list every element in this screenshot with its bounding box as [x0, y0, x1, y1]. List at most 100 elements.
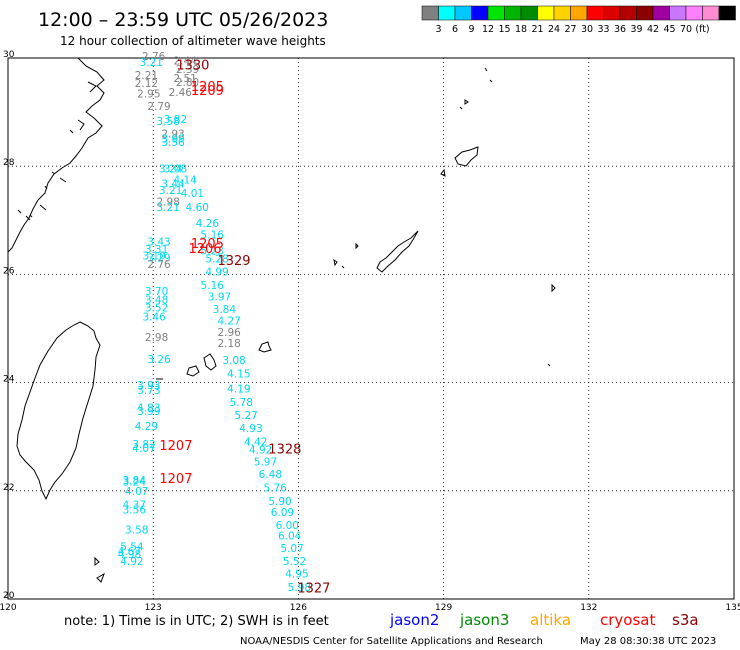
- wave-height-label: 5.54: [120, 541, 144, 553]
- legend-swatch: [487, 5, 505, 21]
- wave-height-label: 3.48: [145, 295, 168, 307]
- legend-swatch: [504, 5, 522, 21]
- wave-height-label: 2.76: [147, 259, 171, 271]
- wave-height-label: 4.01: [181, 188, 204, 200]
- legend-label: 24: [548, 24, 560, 35]
- wave-height-label: 4.37: [123, 500, 146, 512]
- wave-height-label: 2.12: [135, 78, 158, 90]
- longitude-tick-label: 123: [145, 603, 162, 613]
- legend-swatch: [570, 5, 588, 21]
- legend-swatch: [553, 5, 571, 21]
- legend-swatch: [702, 5, 720, 21]
- satellite-s3a-label: s3a: [672, 611, 699, 629]
- wave-height-label: 3.58: [157, 116, 180, 128]
- iriomote-coast: [186, 365, 200, 377]
- footer-credit: NOAA/NESDIS Center for Satellite Applica…: [240, 636, 543, 647]
- wave-height-label: 2.96: [217, 327, 241, 339]
- wave-height-label: 4.67: [118, 546, 141, 558]
- legend-swatch: [652, 5, 670, 21]
- legend-label: 21: [531, 24, 543, 35]
- china-coast: [7, 57, 105, 253]
- longitude-tick-label: 120: [0, 603, 17, 613]
- wave-height-label: 3.26: [147, 354, 171, 366]
- legend-swatch: [619, 5, 637, 21]
- legend-label: 18: [515, 24, 527, 35]
- legend-swatch: [685, 5, 703, 21]
- wave-height-label: 3.43: [147, 237, 170, 249]
- legend-label: 42: [647, 24, 659, 35]
- wave-height-label: 6.48: [259, 469, 282, 481]
- longitude-tick-label: 132: [580, 603, 597, 613]
- pass-time-label: 1329: [217, 254, 250, 269]
- wave-height-label: 3.24: [123, 476, 147, 488]
- china-coast-detail: [25, 81, 97, 221]
- wave-height-label: 3.84: [123, 475, 147, 487]
- wave-height-label: 3.10: [142, 250, 165, 262]
- wave-height-label: 4.07: [132, 443, 155, 455]
- miyako-coast: [258, 341, 272, 353]
- wave-height-label: 3.56: [161, 137, 185, 149]
- latitude-tick-label: 20: [3, 591, 15, 601]
- legend-swatch: [454, 5, 472, 21]
- wave-height-label: 6.09: [271, 507, 294, 519]
- pass-time-label: 1328: [268, 442, 301, 457]
- wave-height-label: 3.24: [159, 164, 183, 176]
- wave-height-label: 2.39: [176, 64, 199, 76]
- wave-height-label: 3.58: [125, 525, 148, 537]
- wave-height-label: 2.46: [169, 87, 193, 99]
- graticule: 120 123 126 129 132 135 30 28 26 24 22 20: [0, 50, 740, 613]
- legend-swatch: [537, 5, 555, 21]
- wave-height-label: 3.70: [145, 286, 168, 298]
- wave-height-label: 2.98: [145, 332, 168, 344]
- legend-swatch: [438, 5, 456, 21]
- wave-height-label: 4.42: [244, 436, 267, 448]
- satellite-jason3-label: jason3: [459, 611, 509, 629]
- satellite-altika-label: altika: [530, 611, 571, 629]
- amami-coast: [454, 146, 479, 167]
- wave-height-label: 2.44: [173, 55, 197, 67]
- wave-height-label: 3.08: [164, 164, 187, 176]
- map-panel: 120 123 126 129 132 135 30 28 26 24 22 20 2.76 2.44 3…: [0, 50, 740, 613]
- legend-swatch: [520, 5, 538, 21]
- legend-label: 45: [663, 24, 675, 35]
- legend-swatch: [471, 5, 489, 21]
- legend-label: 27: [564, 24, 576, 35]
- legend-label: 15: [498, 24, 510, 35]
- wave-height-label: 4.99: [205, 266, 228, 278]
- latitude-tick-label: 30: [3, 50, 15, 60]
- wave-height-label: 5.90: [268, 496, 291, 508]
- wave-height-label: 5.76: [263, 482, 287, 494]
- legend-label: 39: [630, 24, 642, 35]
- wave-height-label: 2.21: [135, 70, 158, 82]
- wave-height-label: 3.82: [164, 114, 187, 126]
- pass-time-label: 1209: [191, 84, 224, 99]
- tokunoshima-coast: [440, 168, 446, 177]
- pass-time-label: 1205: [191, 237, 224, 252]
- wave-height-label: 4.95: [285, 568, 308, 580]
- legend-swatch: [718, 5, 736, 21]
- legend-label: 33: [597, 24, 609, 35]
- wave-height-label: 3.99: [137, 406, 160, 418]
- wave-height-label: 2.95: [137, 88, 160, 100]
- legend-label: 36: [614, 24, 626, 35]
- wave-height-label: 5.28: [205, 253, 228, 265]
- satellite-legend: jason2 jason3 altika cryosat s3a: [389, 611, 699, 629]
- legend-label: 30: [581, 24, 593, 35]
- ishigaki-coast: [203, 353, 217, 371]
- pass-time-label: 1205: [191, 80, 224, 95]
- wave-height-label: 3.52: [145, 303, 168, 315]
- wave-height-label: 3.84: [213, 304, 237, 316]
- wave-height-label: 6.04: [278, 530, 302, 542]
- legend-label: 6: [452, 24, 458, 35]
- wave-height-label: 2.76: [142, 51, 166, 63]
- wave-height-label: 2.51: [173, 73, 196, 85]
- wave-height-label: 5.98: [288, 582, 311, 594]
- legend-label: 70: [680, 24, 692, 35]
- wave-height-label: 3.44: [161, 178, 185, 190]
- wave-height-label: 2.80: [176, 77, 199, 89]
- wave-height-label: 3.21: [140, 57, 163, 69]
- pass-time-label: 1330: [176, 58, 209, 73]
- legend-label: (ft): [695, 24, 709, 35]
